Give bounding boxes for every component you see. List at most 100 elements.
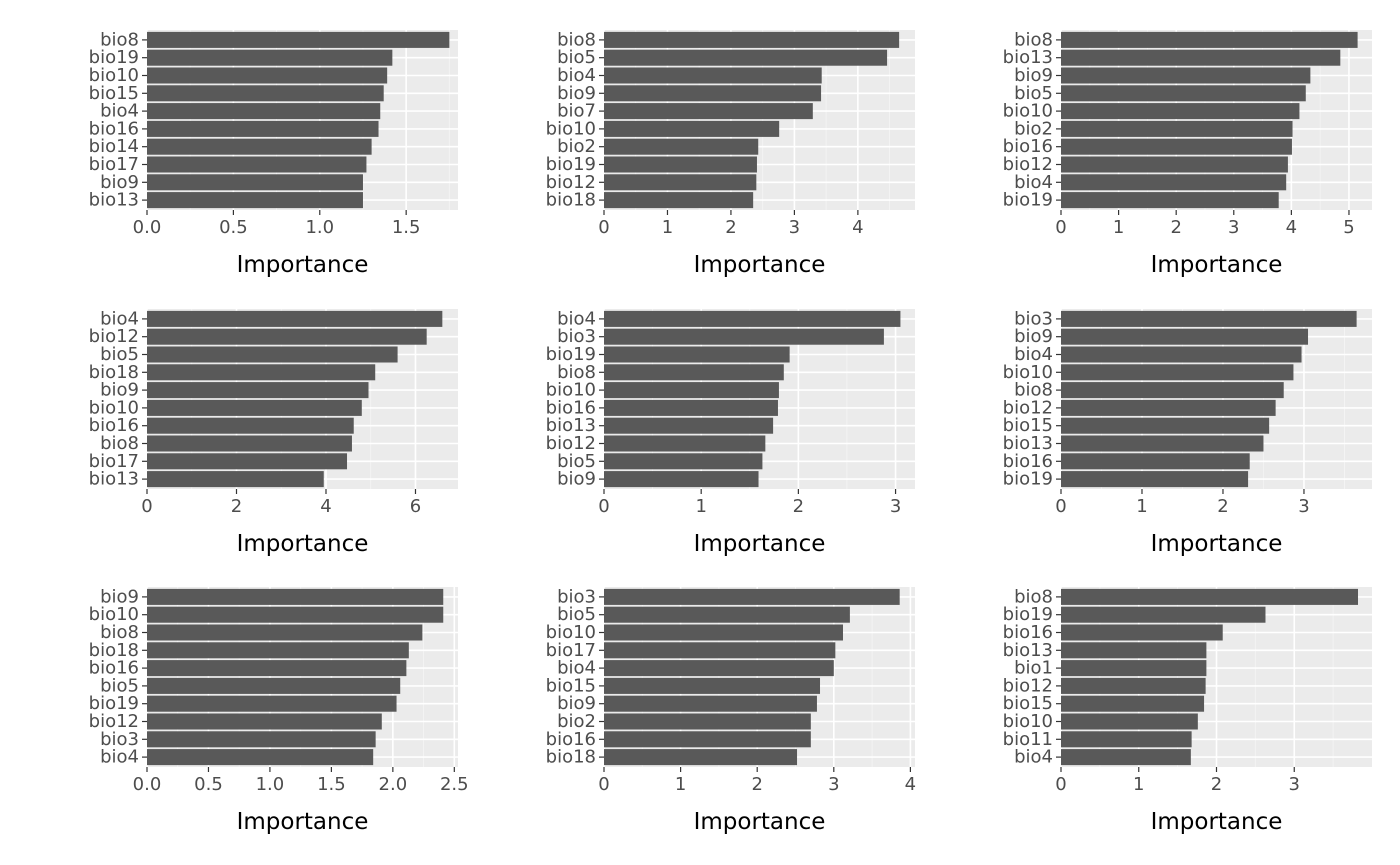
x-tick-label: 2: [1217, 496, 1228, 517]
bar: [1061, 588, 1359, 605]
category-label: bio12: [1003, 397, 1053, 418]
category-label: bio16: [546, 397, 596, 418]
category-label: bio10: [89, 397, 139, 418]
bar: [147, 156, 367, 173]
category-label: bio10: [546, 622, 596, 643]
bar: [1061, 453, 1250, 470]
bar: [1061, 328, 1309, 345]
bar: [1061, 192, 1279, 209]
chart-panel-8: bio3bio5bio10bio17bio4bio15bio9bio2bio16…: [546, 586, 916, 835]
category-label: bio8: [100, 433, 139, 454]
category-label: bio15: [1003, 693, 1053, 714]
bar: [1061, 749, 1191, 766]
category-label: bio13: [1003, 640, 1053, 661]
x-axis-title: Importance: [237, 809, 369, 835]
bar: [1061, 310, 1357, 327]
x-tick-label: 6: [410, 496, 421, 517]
bar: [1061, 346, 1302, 363]
category-label: bio12: [89, 711, 139, 732]
category-label: bio19: [546, 154, 596, 175]
x-axis-title: Importance: [237, 252, 369, 278]
category-label: bio19: [89, 693, 139, 714]
x-tick-label: 1: [695, 496, 706, 517]
category-label: bio4: [557, 308, 596, 329]
x-tick-label: 3: [890, 496, 901, 517]
bar: [604, 435, 766, 452]
category-label: bio8: [557, 362, 596, 383]
category-label: bio17: [89, 154, 139, 175]
category-label: bio4: [100, 101, 139, 122]
category-label: bio2: [1014, 118, 1053, 139]
bar: [604, 364, 784, 381]
category-label: bio5: [100, 675, 139, 696]
chart-panel-7: bio9bio10bio8bio18bio16bio5bio19bio12bio…: [89, 586, 469, 835]
bar: [1061, 417, 1270, 434]
x-tick-label: 1.5: [392, 217, 421, 238]
x-tick-label: 1: [662, 217, 673, 238]
category-label: bio3: [557, 326, 596, 347]
bar: [604, 713, 811, 730]
category-label: bio16: [1003, 136, 1053, 157]
category-label: bio10: [546, 118, 596, 139]
category-label: bio10: [546, 380, 596, 401]
bar: [604, 174, 757, 191]
bar: [147, 103, 381, 120]
category-label: bio16: [1003, 451, 1053, 472]
category-label: bio9: [100, 380, 139, 401]
category-label: bio12: [546, 172, 596, 193]
bar: [604, 156, 757, 173]
category-label: bio19: [89, 47, 139, 68]
category-label: bio3: [1014, 308, 1053, 329]
bar: [147, 192, 363, 209]
category-label: bio18: [89, 640, 139, 661]
bar: [1061, 677, 1206, 694]
bar: [1061, 364, 1294, 381]
bar: [604, 624, 843, 641]
category-label: bio5: [557, 451, 596, 472]
bar: [147, 346, 398, 363]
bar: [1061, 624, 1223, 641]
category-label: bio13: [1003, 433, 1053, 454]
category-label: bio5: [557, 604, 596, 625]
x-axis-title: Importance: [1151, 252, 1283, 278]
category-label: bio5: [557, 47, 596, 68]
x-tick-label: 1: [1136, 496, 1147, 517]
bar: [604, 346, 790, 363]
bar: [147, 85, 384, 102]
category-label: bio12: [1003, 154, 1053, 175]
category-label: bio1: [1014, 658, 1053, 679]
x-tick-label: 0: [1055, 774, 1066, 795]
category-label: bio18: [89, 362, 139, 383]
bar: [604, 67, 822, 84]
bar: [1061, 120, 1293, 137]
bar: [147, 435, 352, 452]
category-label: bio13: [1003, 47, 1053, 68]
bar: [604, 103, 813, 120]
bar: [1061, 85, 1306, 102]
x-tick-label: 3: [789, 217, 800, 238]
bar: [1061, 31, 1358, 48]
x-tick-label: 0: [1055, 217, 1066, 238]
category-label: bio16: [89, 118, 139, 139]
x-tick-label: 5: [1343, 217, 1354, 238]
x-tick-label: 1: [1133, 774, 1144, 795]
x-tick-label: 4: [852, 217, 863, 238]
bar: [604, 120, 780, 137]
category-label: bio4: [1014, 172, 1053, 193]
category-label: bio18: [546, 747, 596, 768]
chart-panel-4: bio4bio12bio5bio18bio9bio10bio16bio8bio1…: [89, 308, 458, 557]
category-label: bio17: [546, 640, 596, 661]
bar: [147, 417, 354, 434]
x-tick-label: 3: [1298, 496, 1309, 517]
bar: [147, 713, 382, 730]
x-tick-label: 0.5: [194, 774, 223, 795]
x-axis-title: Importance: [1151, 531, 1283, 557]
x-tick-label: 2: [725, 217, 736, 238]
bar: [147, 49, 393, 66]
category-label: bio8: [100, 29, 139, 50]
x-tick-label: 3: [828, 774, 839, 795]
bar: [147, 120, 379, 137]
category-label: bio19: [546, 344, 596, 365]
bar: [1061, 103, 1300, 120]
bar: [1061, 138, 1292, 155]
